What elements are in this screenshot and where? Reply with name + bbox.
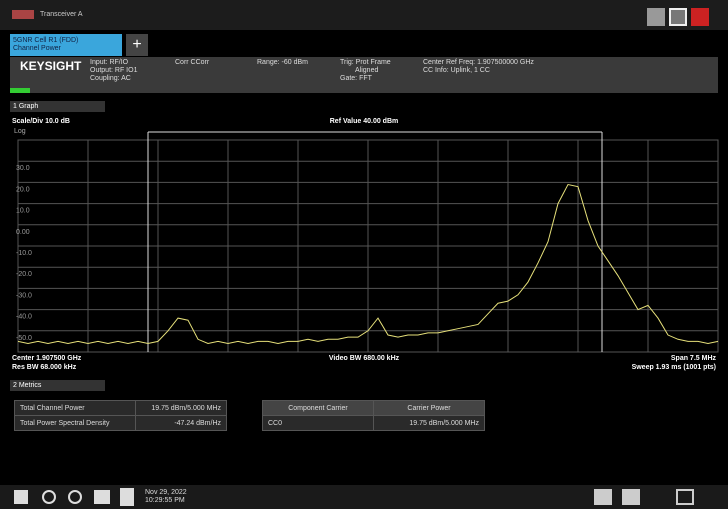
redo[interactable] xyxy=(68,490,82,504)
close[interactable] xyxy=(691,8,709,26)
date: Nov 29, 2022 xyxy=(145,489,187,496)
y-tick-label: 0.00 xyxy=(16,229,30,236)
center-freq: Center 1.907500 GHz xyxy=(12,355,82,362)
files[interactable] xyxy=(94,490,110,504)
y-tick-label: -30.0 xyxy=(16,292,32,299)
metrics-menu-label: 2 Metrics xyxy=(13,382,42,389)
header-cell: Carrier Power xyxy=(373,400,485,416)
help[interactable] xyxy=(120,488,134,506)
y-tick-label: -20.0 xyxy=(16,271,32,278)
tab-line1: 5GNR Cell R1 (FDD) xyxy=(13,37,79,44)
cell: 19.75 dBm/5.000 MHz xyxy=(135,400,227,416)
graph-menu-label: 1 Graph xyxy=(13,103,39,110)
add-tab[interactable]: + xyxy=(126,34,148,56)
brand: KEYSIGHT xyxy=(20,59,82,73)
tab[interactable]: 5GNR Cell R1 (FDD) Channel Power xyxy=(10,34,122,56)
center-ref: Center Ref Freq: 1.907500000 GHz xyxy=(423,59,534,66)
metrics-table: Total Channel Power 19.75 dBm/5.000 MHz T… xyxy=(14,400,227,431)
sweep: Sweep 1.93 ms (1001 pts) xyxy=(632,364,716,371)
gate: Gate: FFT xyxy=(340,75,372,82)
span: Span 7.5 MHz xyxy=(671,355,717,362)
time: 10:29:55 PM xyxy=(145,497,185,504)
maximize[interactable] xyxy=(669,8,687,26)
cell: 19.75 dBm/5.000 MHz xyxy=(373,415,485,431)
cell: Total Power Spectral Density xyxy=(14,415,136,431)
scale-type: Log xyxy=(14,128,26,135)
header-cell: Component Carrier xyxy=(262,400,374,416)
trace xyxy=(17,183,719,345)
cc-info: CC Info: Uplink, 1 CC xyxy=(423,67,490,74)
cell: CC0 xyxy=(262,415,374,431)
touch[interactable] xyxy=(622,489,640,505)
cell: Total Channel Power xyxy=(14,400,136,416)
metrics-menu[interactable]: 2 Metrics xyxy=(10,380,105,391)
ref: Ref Value 40.00 dBm xyxy=(330,118,398,125)
y-tick-label: 10.0 xyxy=(16,208,30,215)
y-tick-label: 30.0 xyxy=(16,165,30,172)
vbw: Video BW 680.00 kHz xyxy=(329,355,400,362)
coupling: Coupling: AC xyxy=(90,75,131,82)
y-tick-label: -50.0 xyxy=(16,335,32,342)
title-bar: Transceiver A xyxy=(0,0,728,30)
info-bar: KEYSIGHT Input: RF/IO Output: RF IO1 Cou… xyxy=(10,57,718,93)
minimize[interactable] xyxy=(647,8,665,26)
fullscreen[interactable] xyxy=(676,489,694,505)
tab-line2: Channel Power xyxy=(13,45,61,52)
corr: Corr CCorr xyxy=(175,59,210,66)
graph-menu[interactable]: 1 Graph xyxy=(10,101,105,112)
output: Output: RF IO1 xyxy=(90,67,138,74)
scale: Scale/Div 10.0 dB xyxy=(12,118,70,125)
carrier-table: Component Carrier Carrier Power CC0 19.75 … xyxy=(262,400,485,431)
input: Input: RF/IO xyxy=(90,59,129,66)
trig-align: Aligned xyxy=(355,67,379,74)
start[interactable] xyxy=(14,490,28,504)
rbw: Res BW 68.000 kHz xyxy=(12,364,77,371)
y-tick-label: -10.0 xyxy=(16,250,32,257)
cell: -47.24 dBm/Hz xyxy=(135,415,227,431)
graph: Scale/Div 10.0 dB Ref Value 40.00 dBm Lo… xyxy=(12,118,719,371)
y-tick-label: 20.0 xyxy=(16,186,30,193)
app-icon xyxy=(12,10,34,19)
keypad[interactable] xyxy=(594,489,612,505)
trig: Trig: Prot Frame xyxy=(340,59,391,66)
range: Range: -60 dBm xyxy=(257,59,308,66)
undo[interactable] xyxy=(42,490,56,504)
window-title: Transceiver A xyxy=(40,11,83,18)
status xyxy=(10,88,30,93)
y-tick-label: -40.0 xyxy=(16,314,32,321)
taskbar: Nov 29, 2022 10:29:55 PM xyxy=(0,485,728,509)
